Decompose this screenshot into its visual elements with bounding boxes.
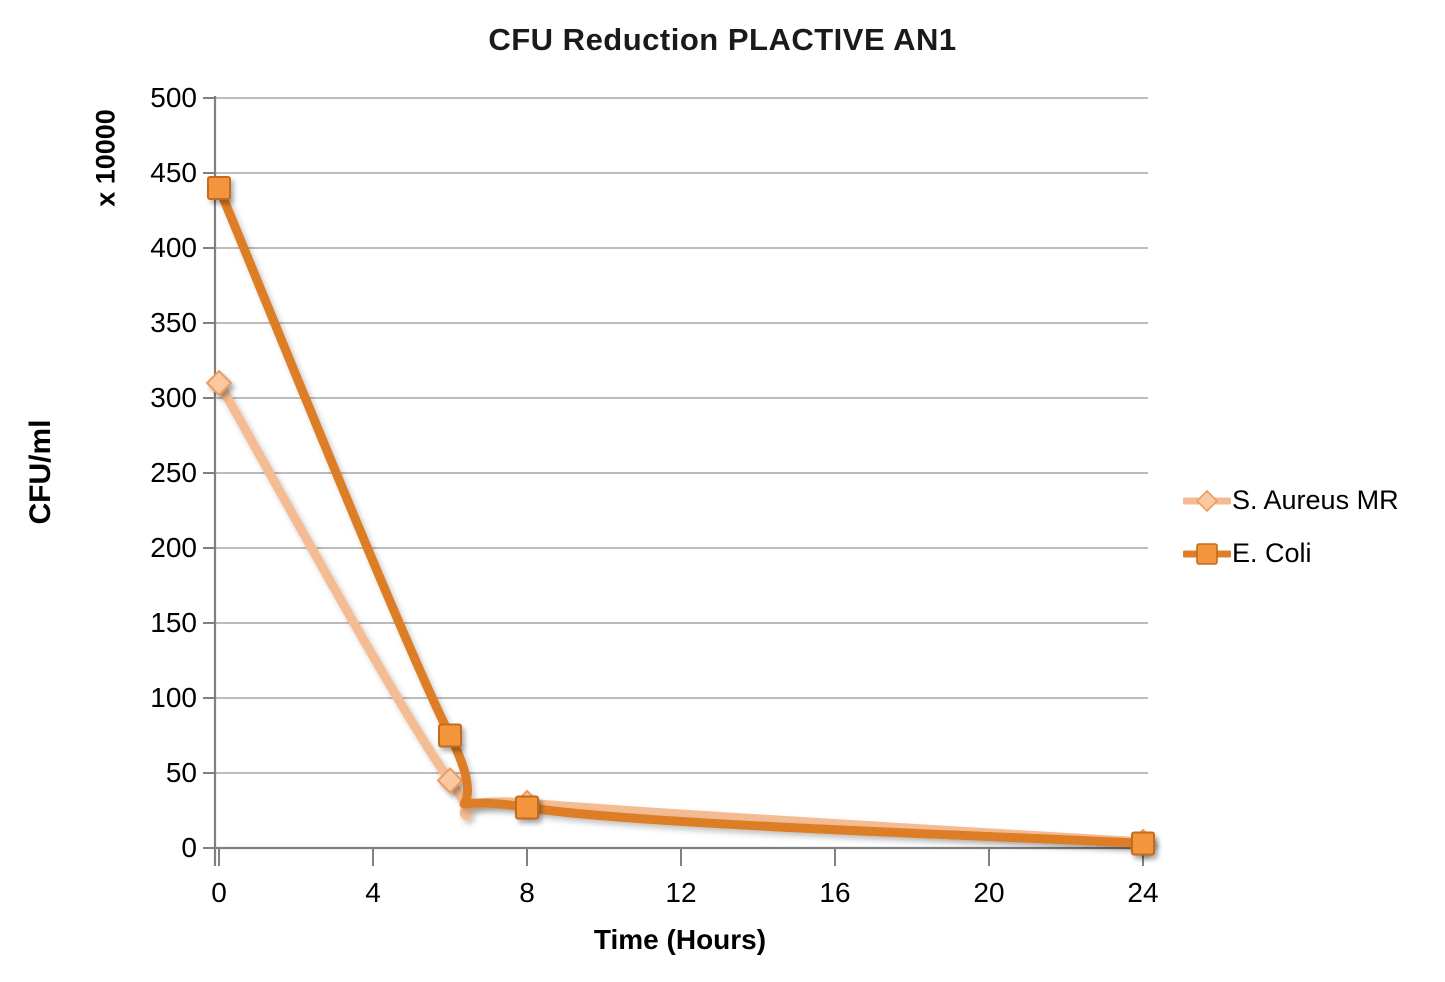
x-tick-label: 8: [519, 877, 535, 908]
y-tick-label: 200: [150, 532, 197, 563]
square-marker-icon: [1183, 542, 1231, 565]
legend-label: S. Aureus MR: [1232, 485, 1399, 515]
chart-title: CFU Reduction PLACTIVE AN1: [488, 22, 957, 57]
legend-label: E. Coli: [1232, 538, 1312, 568]
y-tick-label: 400: [150, 232, 197, 263]
y-tick-label: 250: [150, 457, 197, 488]
x-axis-title: Time (Hours): [593, 924, 767, 955]
x-tick-label: 16: [819, 877, 851, 908]
x-tick-label: 20: [973, 877, 1005, 908]
legend-item-s-aureus: S. Aureus MR: [1183, 474, 1399, 527]
y-tick-label: 100: [150, 682, 197, 713]
y-tick-label: 500: [150, 82, 197, 113]
legend-item-e-coli: E. Coli: [1183, 527, 1399, 580]
y-tick-label: 450: [150, 157, 197, 188]
x-tick-label: 12: [665, 877, 697, 908]
y-tick-label: 300: [150, 382, 197, 413]
y-tick-label: 50: [165, 757, 197, 788]
chart-legend: S. Aureus MR E. Coli: [1183, 474, 1399, 580]
y-tick-label: 150: [150, 607, 197, 638]
x-tick-label: 0: [211, 877, 227, 908]
y-tick-label: 350: [150, 307, 197, 338]
y-axis-title: CFU/ml: [24, 419, 57, 525]
diamond-marker-icon: [1183, 489, 1231, 512]
y-tick-label: 0: [181, 832, 197, 863]
x-tick-label: 4: [365, 877, 381, 908]
x-tick-label: 24: [1127, 877, 1159, 908]
